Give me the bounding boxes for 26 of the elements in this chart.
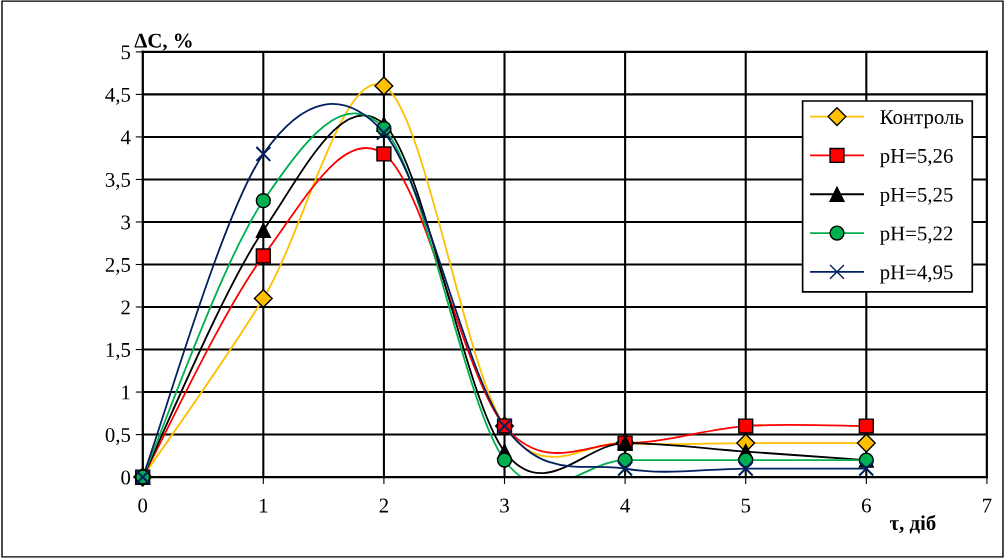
y-tick-label: 4 xyxy=(120,130,131,145)
x-tick-label: 1 xyxy=(259,498,268,513)
x-tick-label: 4 xyxy=(620,498,630,513)
legend-label: pH=4,95 xyxy=(880,265,953,284)
y-tick-label: 5 xyxy=(121,45,131,60)
x-tick-label: 6 xyxy=(862,498,871,513)
y-axis-title: ΔC, % xyxy=(134,33,192,51)
y-tick-label: 3 xyxy=(121,215,131,230)
legend-label: pH=5,25 xyxy=(880,187,953,206)
legend-label: pH=5,26 xyxy=(880,148,953,168)
y-tick-label: 3,5 xyxy=(105,172,131,190)
legend-label: pH=5,22 xyxy=(880,226,953,245)
x-tick-label: 2 xyxy=(379,498,388,513)
x-axis-title: τ, діб xyxy=(889,514,936,534)
y-tick-label: 0 xyxy=(121,470,131,485)
y-tick-label: 0,5 xyxy=(105,427,131,445)
y-tick-label: 4,5 xyxy=(105,87,131,105)
x-tick-label: 5 xyxy=(741,498,751,513)
y-tick-label: 2,5 xyxy=(105,257,131,275)
y-tick-label: 1 xyxy=(122,385,130,400)
y-tick-label: 2 xyxy=(121,300,130,315)
x-tick-label: 3 xyxy=(500,498,509,513)
legend-label: Контроль xyxy=(880,110,964,129)
x-tick-label: 0 xyxy=(138,498,148,513)
y-tick-label: 1,5 xyxy=(106,343,131,360)
x-tick-label: 7 xyxy=(983,498,992,513)
